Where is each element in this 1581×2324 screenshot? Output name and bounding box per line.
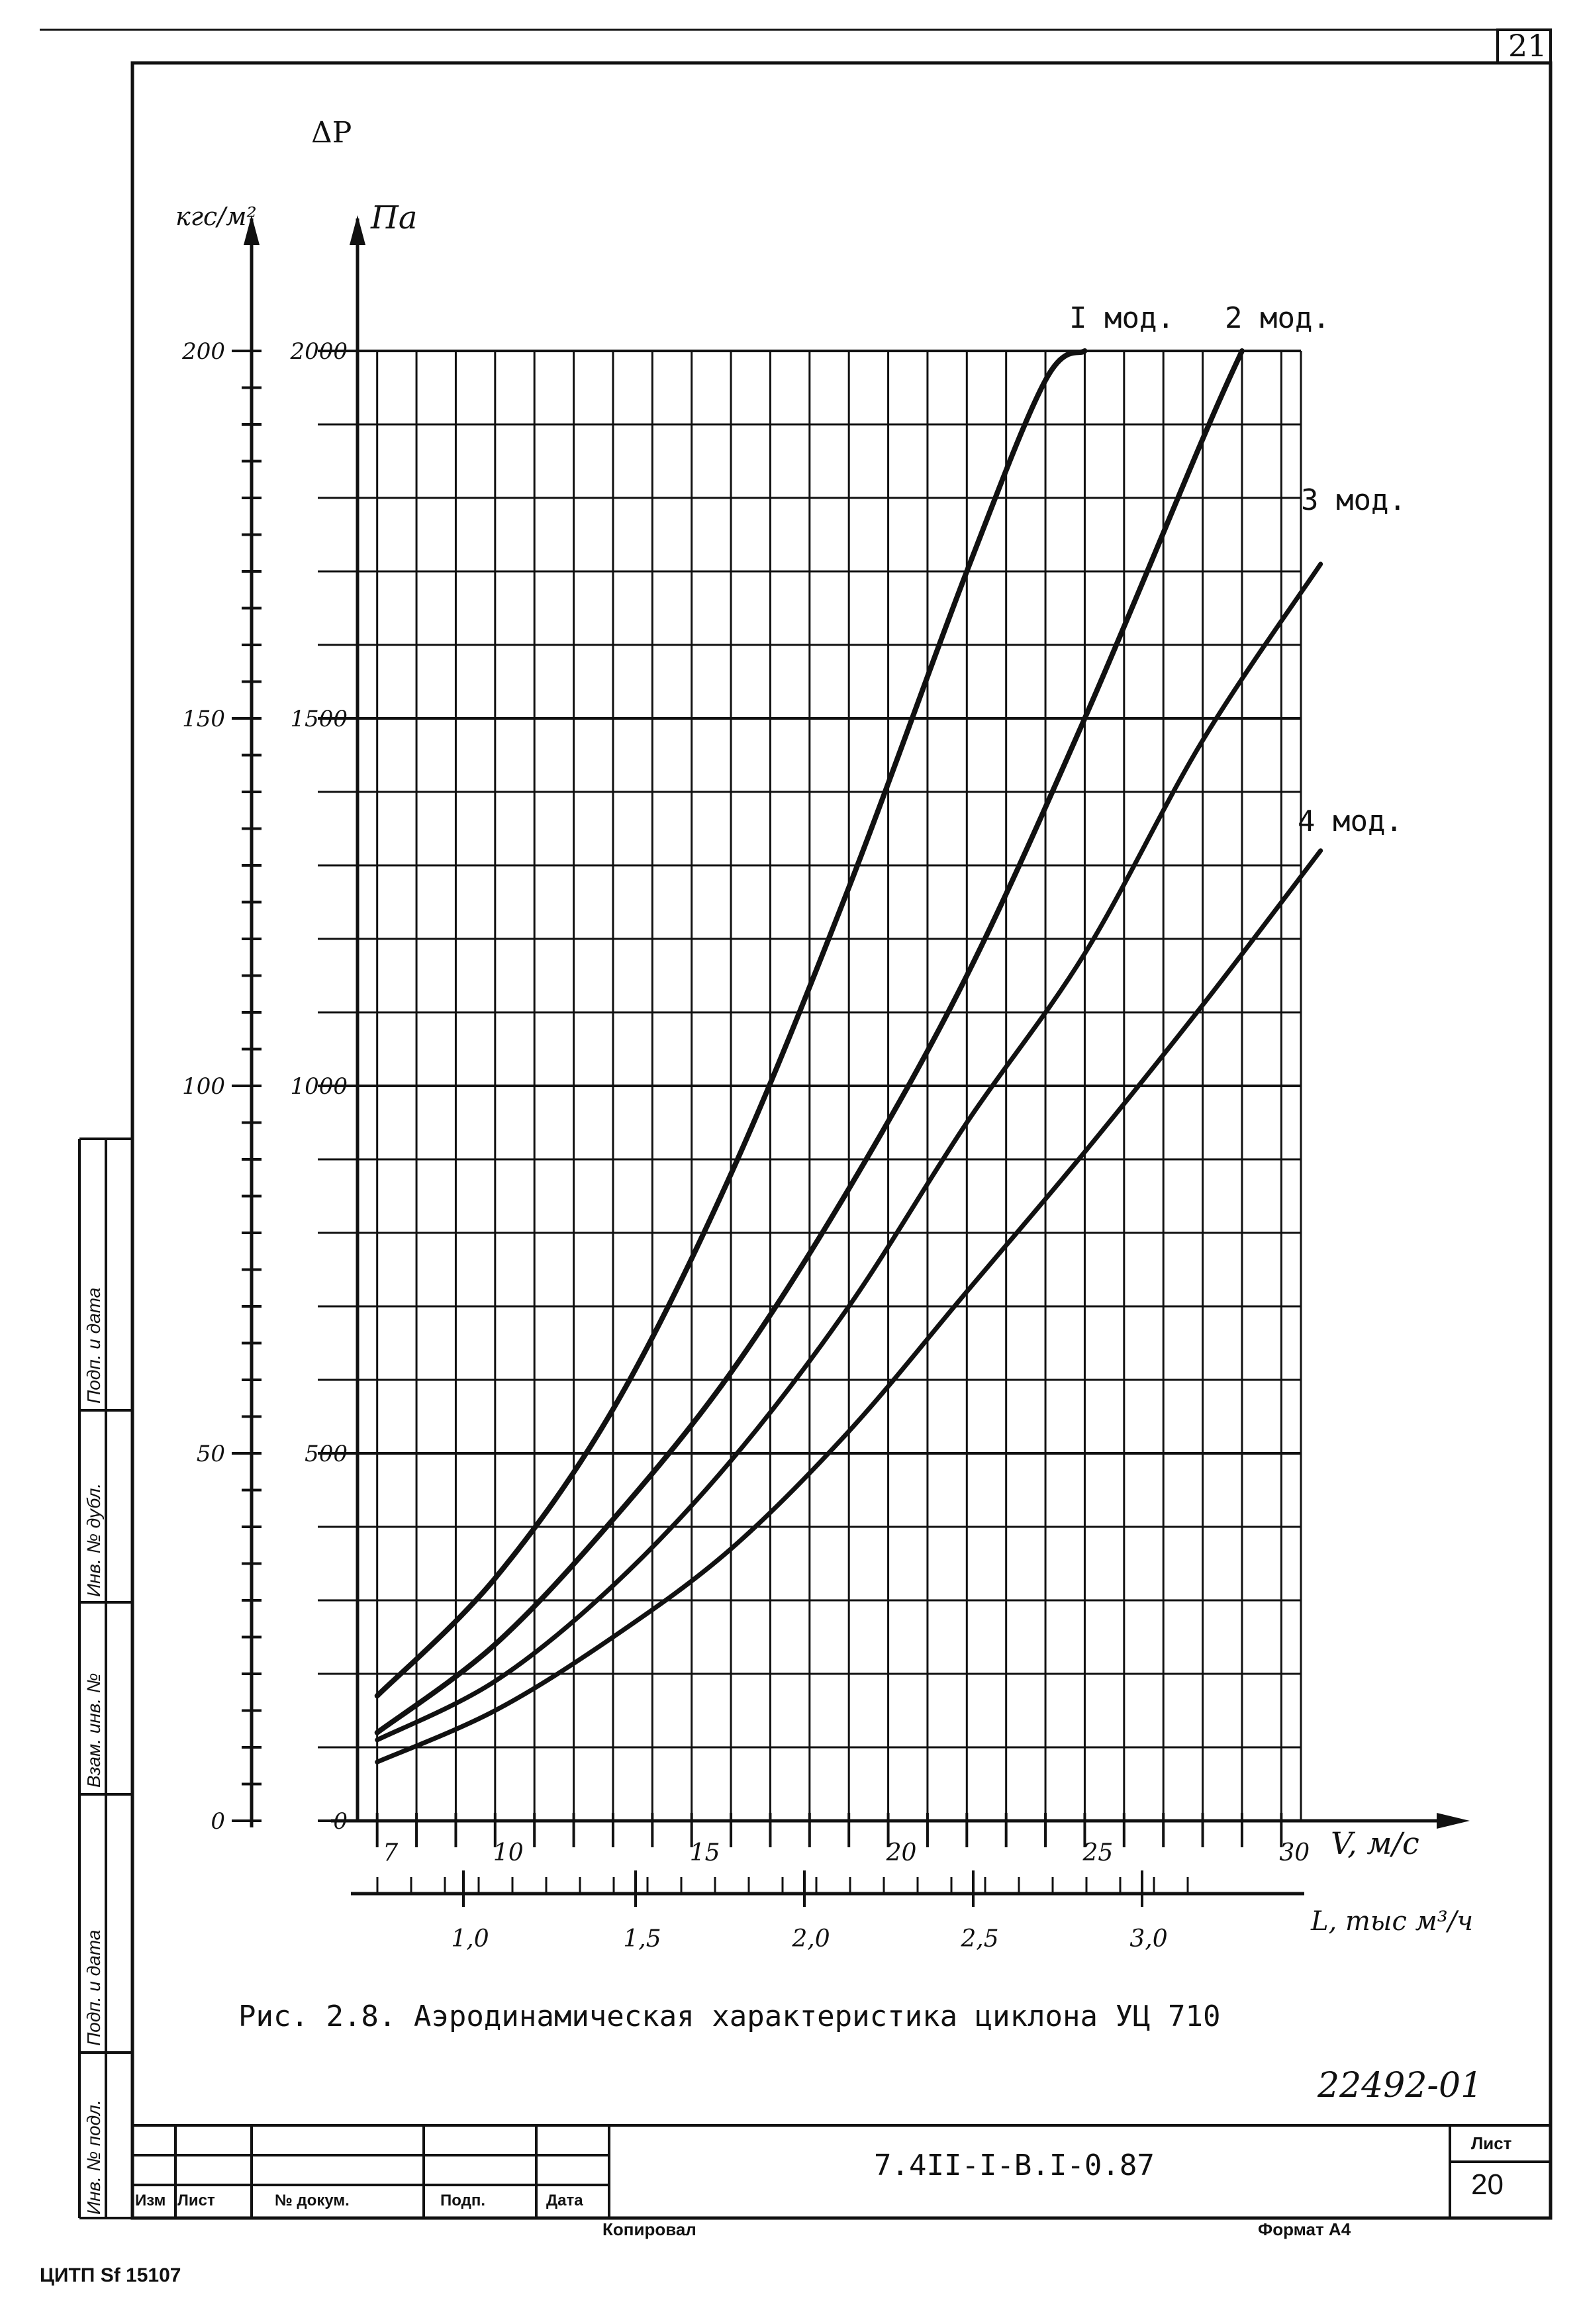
y-tick-label-kgs: 200 bbox=[181, 338, 225, 365]
x-tick-label-v: 10 bbox=[493, 1839, 524, 1866]
y-tick-label-pa: 1000 bbox=[290, 1073, 348, 1100]
stamp-col-sign: Подп. bbox=[440, 2192, 485, 2209]
title-block bbox=[132, 2124, 1551, 2218]
v-axis-arrow bbox=[1437, 1813, 1470, 1829]
series-label-2: 2 мод. bbox=[1225, 301, 1330, 335]
y-tick-label-pa: 0 bbox=[333, 1808, 348, 1835]
stamp-col-list: Лист bbox=[177, 2192, 215, 2209]
stamp-copied-label: Копировал bbox=[602, 2219, 696, 2239]
stamp-col-izm: Изм bbox=[135, 2192, 166, 2209]
y-tick-label-kgs: 100 bbox=[182, 1073, 225, 1100]
stamp-col-date: Дата bbox=[546, 2192, 583, 2209]
side-label-inv-dubl: Инв. № дубл. bbox=[83, 1482, 104, 1597]
x-tick-label-l: 1,0 bbox=[451, 1925, 489, 1953]
series-label-3: 3 мод. bbox=[1301, 483, 1406, 517]
handwritten-code: 22492-01 bbox=[1318, 2066, 1483, 2106]
x-tick-label-v: 30 bbox=[1279, 1839, 1310, 1866]
kgs-axis-arrow bbox=[244, 215, 260, 245]
sheet-number-box bbox=[1496, 28, 1552, 64]
x-tick-label-v: 25 bbox=[1082, 1839, 1114, 1866]
x-tick-label-l: 2,5 bbox=[960, 1925, 998, 1953]
series-line-2 bbox=[374, 348, 1245, 1735]
y-tick-label-kgs: 0 bbox=[211, 1808, 225, 1835]
sheet-number-top: 21 bbox=[1508, 28, 1547, 64]
stamp-sheet-number: 20 bbox=[1471, 2168, 1504, 2201]
y-tick-label-kgs: 50 bbox=[197, 1441, 225, 1467]
x-tick-label-v: 15 bbox=[690, 1839, 720, 1866]
y-tick-label-kgs: 150 bbox=[182, 706, 225, 732]
x-tick-label-l: 1,5 bbox=[623, 1925, 661, 1953]
stamp-format-label: Формат А4 bbox=[1258, 2219, 1351, 2239]
series-label-1: I мод. bbox=[1069, 301, 1174, 335]
side-label-podp-data-2: Подп. и дата bbox=[83, 1287, 104, 1404]
side-label-podp-data-1: Подп. и дата bbox=[83, 1929, 104, 2046]
side-label-inv-podl: Инв. № подл. bbox=[83, 2100, 104, 2215]
series-line-4 bbox=[375, 848, 1323, 1765]
stamp-sheet-label: Лист bbox=[1471, 2133, 1512, 2153]
side-label-vzam-inv: Взам. инв. № bbox=[83, 1672, 104, 1788]
side-stamp bbox=[78, 1138, 132, 2219]
y-tick-label-pa: 2000 bbox=[289, 338, 348, 365]
footer-print: ЦИТП Sf 15107 bbox=[40, 2264, 181, 2286]
stamp-col-doc: № докум. bbox=[275, 2192, 350, 2209]
y-tick-label-pa: 500 bbox=[305, 1441, 348, 1467]
pa-axis-arrow bbox=[350, 215, 365, 245]
x-tick-label-v: 7 bbox=[383, 1839, 398, 1866]
series-label-4: 4 мод. bbox=[1298, 804, 1403, 838]
y-axis-label-kgs: кгс/м² bbox=[175, 202, 257, 231]
x-tick-label-l: 2,0 bbox=[791, 1925, 830, 1953]
y-axis-label-pa: Па bbox=[370, 199, 417, 236]
x-axis-label-v: V, м/с bbox=[1331, 1825, 1419, 1861]
series-line-3 bbox=[375, 561, 1323, 1743]
y-axis-symbol: ΔP bbox=[311, 116, 352, 150]
x-axis-label-l: L, тыс м³/ч bbox=[1310, 1906, 1473, 1937]
x-tick-label-v: 20 bbox=[886, 1839, 917, 1866]
x-tick-label-l: 3,0 bbox=[1129, 1925, 1167, 1953]
figure-caption: Рис. 2.8. Аэродинамическая характеристик… bbox=[238, 2000, 1221, 2033]
stamp-document-code: 7.4II-I-B.I-0.87 bbox=[874, 2149, 1155, 2182]
series-line-1 bbox=[374, 348, 1088, 1699]
y-tick-label-pa: 1500 bbox=[290, 706, 348, 732]
